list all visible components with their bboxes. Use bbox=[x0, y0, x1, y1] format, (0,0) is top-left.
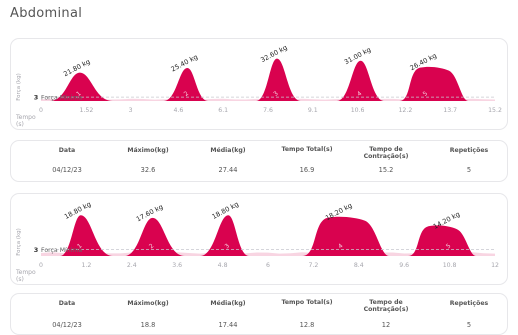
cell-max: 32.6 bbox=[140, 166, 156, 174]
x-tick-label: 0 bbox=[39, 262, 43, 269]
repetition-peak bbox=[199, 215, 250, 256]
repetition-peak bbox=[302, 216, 390, 256]
repetition-index-label: 1 bbox=[76, 242, 84, 250]
cell-contraction-time: 15.2 bbox=[378, 166, 394, 174]
x-tick-label: 7.2 bbox=[308, 262, 318, 269]
repetition-index-label: 5 bbox=[422, 90, 430, 98]
x-tick-label: 9.1 bbox=[308, 107, 318, 114]
x-tick-label: 10.6 bbox=[351, 107, 365, 114]
header-date: Data bbox=[58, 147, 76, 154]
header-mean: Média(kg) bbox=[210, 147, 246, 154]
repetition-peak bbox=[59, 215, 113, 256]
x-tick-label: 7.6 bbox=[263, 107, 273, 114]
x-tick-label: 3.6 bbox=[172, 262, 182, 269]
repetition-index-label: 4 bbox=[356, 90, 364, 98]
repetition-index-label: 2 bbox=[148, 242, 156, 250]
cell-contraction-time: 12 bbox=[381, 321, 391, 329]
cell-total-time: 16.9 bbox=[299, 166, 315, 174]
repetition-peak bbox=[256, 58, 301, 101]
x-tick-label: 12 bbox=[491, 262, 499, 269]
repetition-peak bbox=[407, 225, 477, 256]
force-chart-card: 1 21.80 kg 2 25.40 kg 3 32.60 kg 4 31.00 kg 5 26.… bbox=[10, 38, 508, 130]
minimum-force-label: Força Mínima bbox=[41, 94, 82, 102]
x-tick-label: 9.6 bbox=[399, 262, 409, 269]
x-axis-label: Tempo bbox=[15, 269, 36, 276]
summary-table: Data Máximo(kg) Média(kg) Tempo Total(s)… bbox=[11, 141, 507, 181]
repetition-index-label: 1 bbox=[75, 90, 83, 98]
x-tick-label: 6.1 bbox=[218, 107, 228, 114]
x-tick-label: 1.52 bbox=[80, 107, 94, 114]
header-total-time: Tempo Total(s) bbox=[281, 299, 333, 306]
repetition-index-label: 3 bbox=[224, 242, 232, 250]
repetition-peak bbox=[399, 66, 469, 101]
cell-repetitions: 5 bbox=[466, 166, 472, 174]
repetition-index-label: 4 bbox=[337, 242, 345, 250]
x-tick-label: 12.2 bbox=[399, 107, 413, 114]
repetition-peak bbox=[49, 72, 113, 101]
header-max: Máximo(kg) bbox=[127, 300, 169, 307]
x-axis-label: Tempo bbox=[15, 114, 36, 121]
x-tick-label: 4.8 bbox=[218, 262, 228, 269]
summary-table-card: Data Máximo(kg) Média(kg) Tempo Total(s)… bbox=[10, 140, 508, 182]
x-tick-label: 0 bbox=[39, 107, 43, 114]
header-max: Máximo(kg) bbox=[127, 147, 169, 154]
y-axis-label: Força (kg) bbox=[16, 73, 22, 101]
header-repetitions: Repetições bbox=[449, 147, 489, 154]
cell-total-time: 12.8 bbox=[299, 321, 315, 329]
x-tick-label: 10.8 bbox=[443, 262, 457, 269]
minimum-force-label: Força Mínima bbox=[41, 246, 82, 254]
x-tick-label: 6 bbox=[266, 262, 270, 269]
x-tick-label: 3 bbox=[129, 107, 133, 114]
y-axis-label: Força (kg) bbox=[16, 228, 22, 256]
repetition-peak bbox=[163, 67, 209, 101]
x-axis-unit-label: (s) bbox=[16, 121, 24, 128]
threshold-value-label: 3 bbox=[34, 246, 39, 254]
header-mean: Média(kg) bbox=[210, 300, 246, 307]
header-contraction-time: Tempo de Contração(s) bbox=[363, 299, 409, 313]
force-chart-card: 1 18.80 kg 2 17.60 kg 3 18.80 kg 4 18.20 kg 5 14.… bbox=[10, 193, 508, 285]
threshold-value-label: 3 bbox=[34, 94, 39, 102]
x-tick-label: 13.7 bbox=[443, 107, 457, 114]
repetition-index-label: 3 bbox=[272, 90, 280, 98]
header-repetitions: Repetições bbox=[449, 300, 489, 307]
cell-date: 04/12/23 bbox=[52, 166, 82, 174]
summary-table-card: Data Máximo(kg) Média(kg) Tempo Total(s)… bbox=[10, 293, 508, 335]
cell-date: 04/12/23 bbox=[52, 321, 82, 329]
x-tick-label: 2.4 bbox=[127, 262, 137, 269]
repetition-peak bbox=[336, 60, 385, 101]
x-axis-unit-label: (s) bbox=[16, 276, 24, 283]
cell-mean: 27.44 bbox=[218, 166, 238, 174]
x-tick-label: 15.2 bbox=[488, 107, 502, 114]
peak-value-label: 32.60 kg bbox=[259, 44, 288, 65]
cell-mean: 17.44 bbox=[218, 321, 238, 329]
repetition-index-label: 5 bbox=[445, 242, 453, 250]
x-tick-label: 1.2 bbox=[81, 262, 91, 269]
cell-repetitions: 5 bbox=[466, 321, 472, 329]
header-date: Data bbox=[58, 300, 76, 307]
header-total-time: Tempo Total(s) bbox=[281, 146, 333, 153]
x-tick-label: 8.4 bbox=[354, 262, 364, 269]
repetition-index-label: 2 bbox=[183, 90, 191, 98]
x-tick-label: 4.6 bbox=[173, 107, 183, 114]
cell-max: 18.8 bbox=[140, 321, 156, 329]
summary-table: Data Máximo(kg) Média(kg) Tempo Total(s)… bbox=[11, 294, 507, 334]
page-title: Abdominal bbox=[10, 6, 83, 21]
header-contraction-time: Tempo de Contração(s) bbox=[363, 146, 409, 160]
repetition-peak bbox=[124, 217, 185, 256]
